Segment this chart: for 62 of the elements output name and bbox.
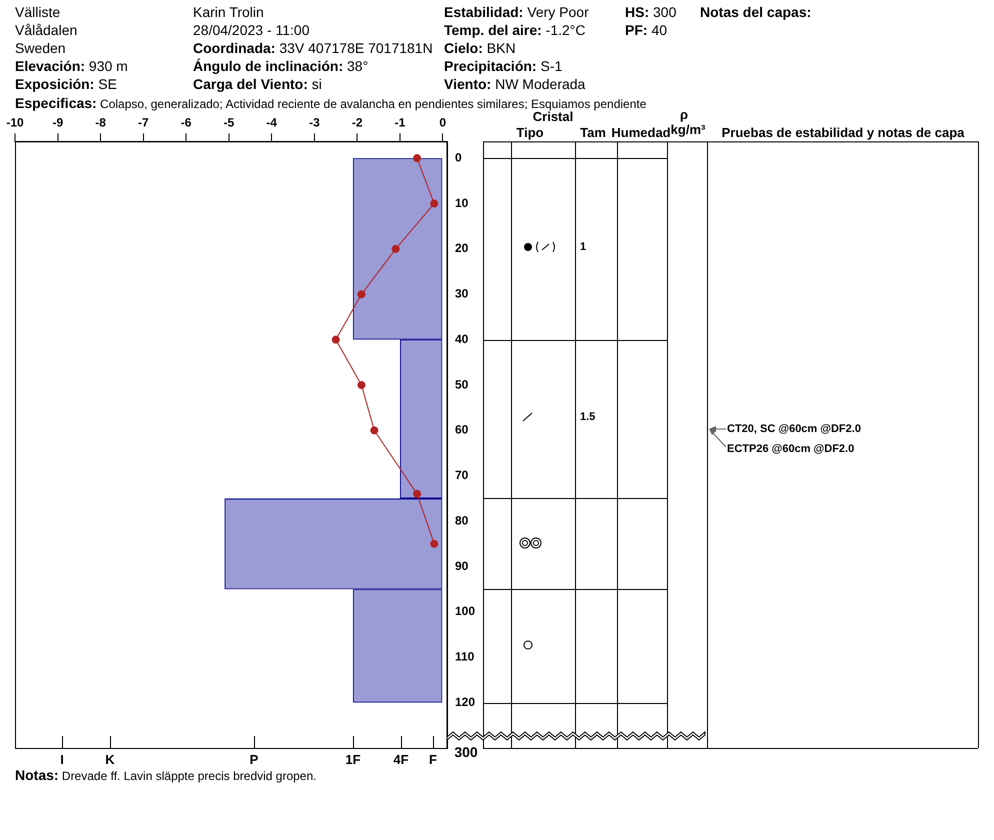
y-tick-label: 60: [455, 422, 469, 437]
text: Välliste: [15, 4, 60, 20]
text: Karin Trolin: [193, 4, 264, 20]
text: 1F: [345, 752, 361, 768]
x-tick-label: 0: [439, 116, 446, 130]
text: Humedad: [611, 125, 671, 141]
y-tick-label: 40: [455, 332, 469, 346]
text: Ángulo de inclinación: 38°: [193, 58, 368, 74]
y-tick-label: 80: [455, 513, 469, 528]
y-tick-label: 70: [455, 468, 469, 482]
text: kg/m³: [670, 122, 706, 138]
text: K: [105, 752, 115, 768]
text: PF: 40: [625, 22, 668, 38]
text: HS: 300: [625, 4, 676, 20]
x-tick-label: -9: [52, 116, 64, 130]
x-tick-label: -7: [138, 116, 149, 130]
x-tick-label: -8: [95, 116, 106, 130]
x-tick-label: -6: [180, 116, 192, 130]
text: Elevación: 930 m: [15, 58, 128, 74]
text: Carga del Viento: si: [193, 76, 322, 92]
x-tick-label: -2: [352, 116, 363, 130]
text: Tipo: [516, 125, 544, 141]
text: Exposición: SE: [15, 76, 117, 92]
text: Cristal: [532, 109, 574, 125]
text: 28/04/2023 - 11:00: [193, 22, 310, 38]
text: ρ: [680, 107, 688, 123]
text: 1: [580, 241, 586, 253]
text: I: [60, 752, 64, 768]
text: CT20, SC @60cm @DF2.0: [727, 423, 861, 435]
text: P: [250, 752, 258, 768]
text: Precipitación: S-1: [444, 58, 562, 74]
y-tick-label: 10: [455, 196, 469, 210]
y-tick-label: 30: [455, 286, 469, 301]
text: 4F: [393, 752, 409, 768]
x-tick-label: -3: [309, 116, 320, 130]
x-tick-label: -5: [224, 116, 235, 130]
text: Pruebas de estabilidad y notas de capa: [722, 125, 964, 141]
text: F: [429, 752, 437, 768]
text: Especificas: Colapso, generalizado; Actividad reciente de avalancha en pendientes similares; Esquiamos pendiente: [15, 95, 646, 112]
text: Tam: [580, 125, 606, 141]
text: Notas: Drevade ff. Lavin släppte precis bredvid gropen.: [15, 767, 316, 784]
x-tick-label: -1: [394, 116, 406, 130]
y-tick-label: 0: [455, 150, 462, 164]
text: ECTP26 @60cm @DF2.0: [727, 443, 854, 455]
text: 300: [454, 744, 478, 760]
text: Cielo: BKN: [444, 40, 516, 56]
text: Estabilidad: Very Poor: [444, 4, 589, 20]
y-tick-label: 100: [455, 604, 476, 618]
y-tick-label: 110: [455, 650, 475, 664]
y-tick-label: 120: [455, 694, 476, 709]
x-tick-label: -4: [266, 116, 278, 130]
text: Coordinada: 33V 407178E 7017181N: [193, 40, 433, 56]
x-tick-label: -10: [6, 116, 24, 130]
text: Temp. del aire: -1.2°C: [444, 22, 586, 38]
y-tick-label: 20: [455, 241, 469, 256]
text: Notas del capas:: [700, 4, 812, 20]
y-tick-label: 50: [455, 377, 469, 392]
text: 1.5: [580, 411, 596, 423]
text: Vålådalen: [15, 22, 78, 38]
text: Sweden: [15, 40, 66, 56]
y-tick-label: 90: [455, 558, 469, 573]
text: Viento: NW Moderada: [444, 76, 586, 92]
